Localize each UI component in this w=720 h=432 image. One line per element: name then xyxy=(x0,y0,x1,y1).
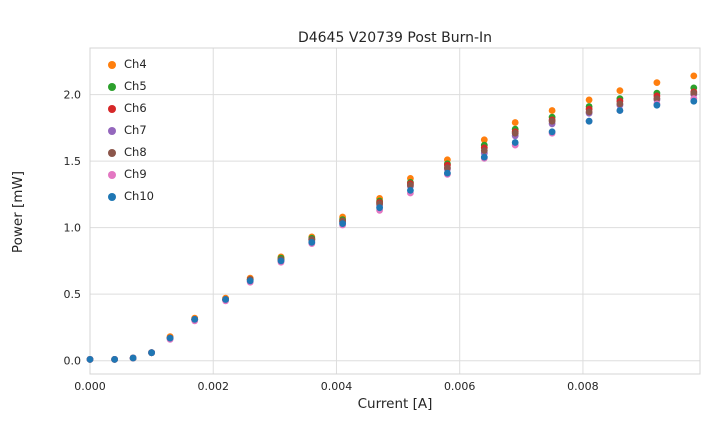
legend-label: Ch5 xyxy=(124,79,147,94)
legend-item-ch5: Ch5 xyxy=(108,76,154,98)
data-point xyxy=(86,356,94,363)
y-tick-label: 0.5 xyxy=(64,288,82,301)
data-point xyxy=(511,139,519,146)
data-point xyxy=(616,107,624,114)
data-point xyxy=(111,356,118,363)
data-point xyxy=(585,108,593,116)
data-point xyxy=(480,136,488,144)
data-point xyxy=(129,354,137,362)
series-ch8 xyxy=(86,89,698,363)
legend-marker-icon xyxy=(108,105,116,113)
data-point xyxy=(166,334,174,342)
series-ch9 xyxy=(86,95,698,363)
legend-label: Ch6 xyxy=(124,101,147,116)
series-ch7 xyxy=(86,91,698,363)
data-point xyxy=(548,107,556,114)
data-point xyxy=(511,119,519,126)
data-point xyxy=(480,153,488,161)
series-ch6 xyxy=(86,88,698,363)
x-axis-label: Current [A] xyxy=(357,396,433,412)
legend-item-ch8: Ch8 xyxy=(108,142,154,164)
legend-marker-icon xyxy=(108,149,116,157)
legend-item-ch4: Ch4 xyxy=(108,54,154,76)
legend-label: Ch10 xyxy=(124,189,154,204)
data-point xyxy=(653,101,661,109)
data-point xyxy=(308,238,316,246)
legend-item-ch6: Ch6 xyxy=(108,98,154,120)
legend: Ch4 Ch5 Ch6 Ch7 Ch8 Ch9 Ch10 xyxy=(108,54,154,208)
data-point xyxy=(407,181,414,189)
data-point xyxy=(616,100,624,108)
series-ch5 xyxy=(86,84,698,363)
legend-marker-icon xyxy=(108,171,116,179)
legend-marker-icon xyxy=(108,83,116,91)
legend-item-ch9: Ch9 xyxy=(108,164,154,186)
legend-label: Ch9 xyxy=(124,167,147,182)
y-tick-label: 0.0 xyxy=(64,355,82,368)
series-ch10 xyxy=(86,97,698,363)
x-tick-label: 0.008 xyxy=(567,380,599,393)
x-tick-label: 0.002 xyxy=(197,380,229,393)
data-point xyxy=(407,187,414,194)
data-point xyxy=(222,296,230,303)
data-point xyxy=(616,87,624,94)
data-point xyxy=(585,96,593,104)
y-tick-label: 1.0 xyxy=(64,222,82,235)
chart-title: D4645 V20739 Post Burn-In xyxy=(297,30,493,46)
legend-item-ch10: Ch10 xyxy=(108,186,154,208)
data-point xyxy=(690,89,698,97)
data-point xyxy=(653,79,661,86)
x-tick-label: 0.004 xyxy=(321,380,353,393)
legend-marker-icon xyxy=(108,193,116,201)
data-point xyxy=(191,316,199,323)
legend-label: Ch8 xyxy=(124,145,147,160)
x-tick-label: 0.000 xyxy=(74,380,106,393)
series-ch4 xyxy=(86,72,698,363)
data-point xyxy=(548,117,556,125)
data-point xyxy=(277,257,285,265)
data-point xyxy=(690,97,698,105)
data-point xyxy=(444,169,451,177)
data-point xyxy=(148,349,156,357)
data-point xyxy=(246,277,254,285)
legend-label: Ch4 xyxy=(124,57,147,72)
data-point xyxy=(444,164,451,172)
y-tick-label: 2.0 xyxy=(64,89,82,102)
data-point xyxy=(690,72,698,80)
y-axis-label: Power [mW] xyxy=(10,170,26,254)
data-point xyxy=(480,147,488,154)
legend-marker-icon xyxy=(108,61,116,69)
data-point xyxy=(376,204,383,212)
y-tick-label: 1.5 xyxy=(64,155,82,168)
legend-marker-icon xyxy=(108,127,116,135)
data-point xyxy=(511,129,519,137)
data-point xyxy=(548,128,556,136)
legend-item-ch7: Ch7 xyxy=(108,120,154,142)
data-point xyxy=(339,220,346,228)
x-tick-label: 0.006 xyxy=(444,380,476,393)
data-point xyxy=(653,95,661,102)
plot-border xyxy=(89,47,701,375)
legend-label: Ch7 xyxy=(124,123,147,138)
data-point xyxy=(585,117,593,125)
